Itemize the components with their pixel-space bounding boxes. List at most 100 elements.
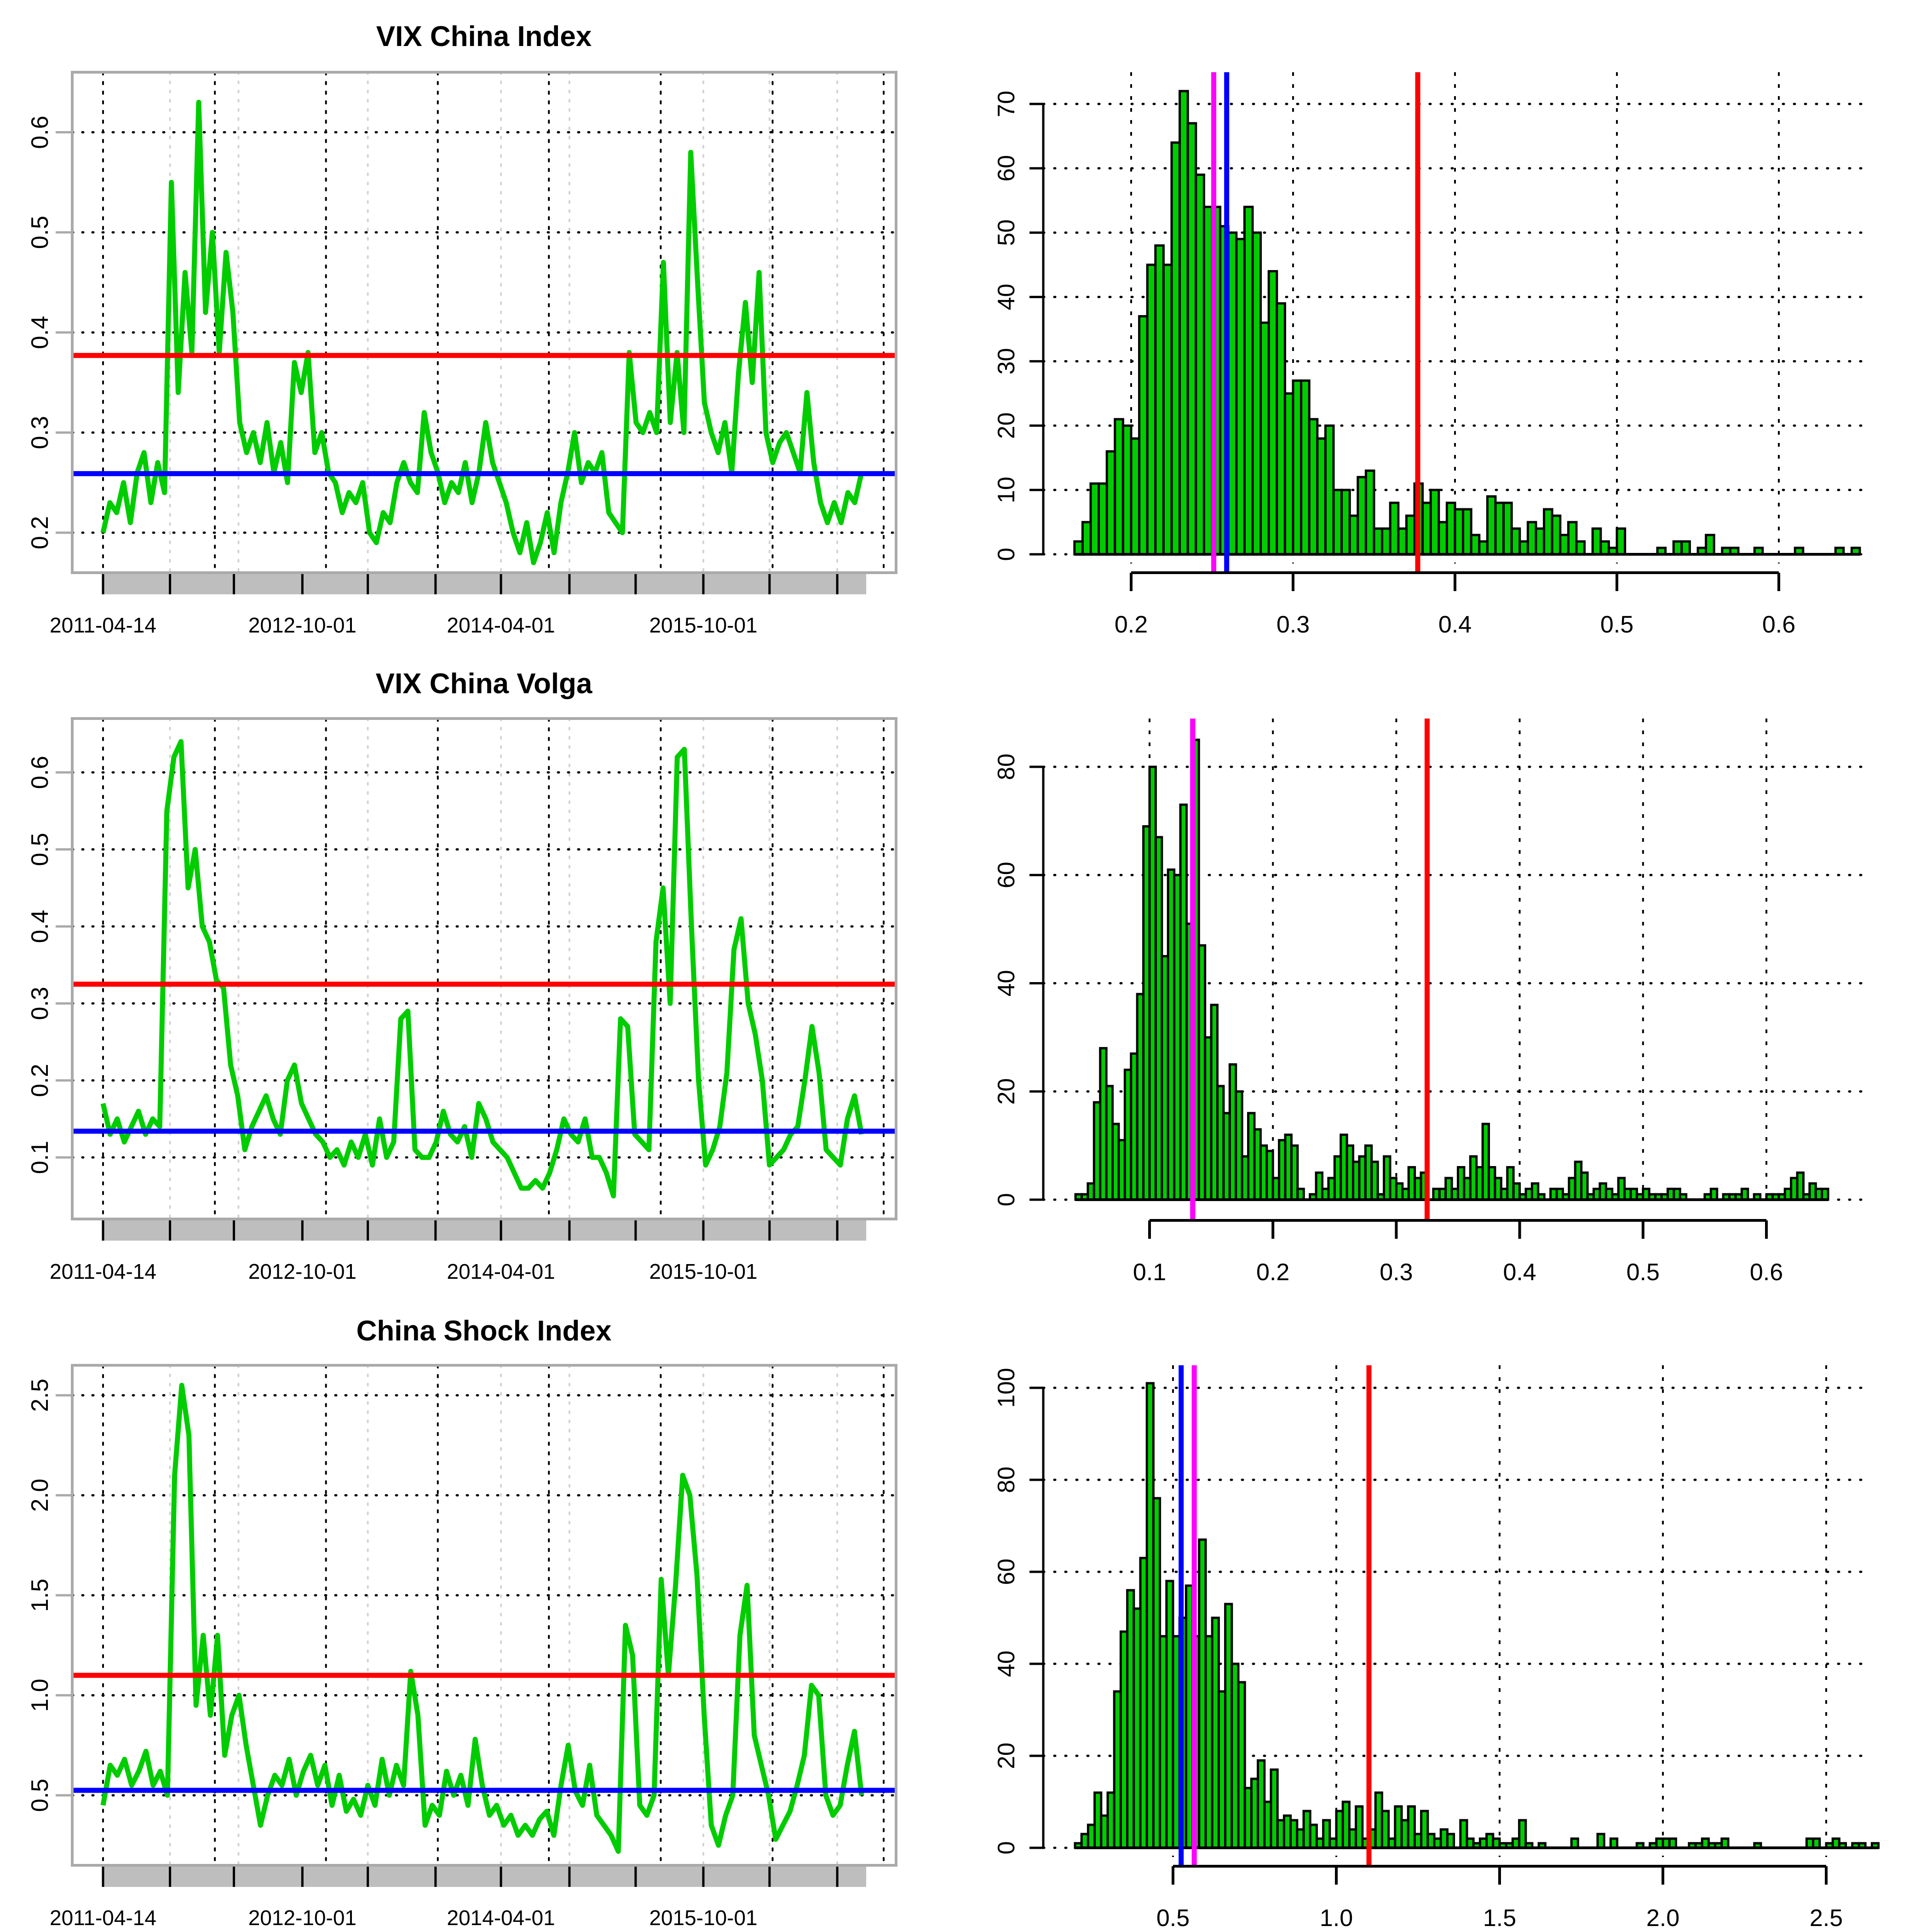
y-tick-label: 40 [993, 970, 1020, 997]
histogram-bar [1445, 501, 1456, 556]
histogram-bar [1446, 1833, 1455, 1849]
x-tick-label: 0.6 [1750, 1259, 1783, 1286]
y-tick-label: 20 [993, 1742, 1020, 1769]
histogram-bar [1292, 379, 1303, 556]
y-tick-label: 50 [993, 219, 1020, 246]
histogram-bar [1073, 540, 1084, 556]
histogram-bar [1114, 418, 1124, 556]
plot-frame [71, 71, 897, 574]
x-tick-label: 2012-10-01 [248, 613, 356, 637]
y-tick-label: 70 [993, 91, 1020, 117]
plot-frame [71, 1364, 897, 1867]
x-tick-label: 2015-10-01 [649, 613, 757, 637]
y-tick-label: 60 [993, 155, 1020, 182]
series-line [100, 1383, 864, 1854]
histogram-bar [1308, 418, 1319, 556]
y-tick-label: 20 [993, 412, 1020, 439]
histogram-bar [1179, 90, 1189, 556]
histogram-bar [1170, 141, 1181, 556]
x-tick-label: 0.5 [1627, 1259, 1660, 1286]
histogram-bar [1162, 264, 1173, 556]
date-bar [103, 1220, 867, 1241]
x-tick-label: 2.5 [1810, 1905, 1843, 1932]
histogram-bar [1705, 534, 1715, 556]
x-tick-label: 1.5 [1483, 1905, 1516, 1932]
x-tick-label: 2014-04-01 [447, 613, 555, 637]
histogram-bar [1098, 482, 1108, 556]
y-tick-label: 10 [993, 477, 1020, 503]
y-tick-label: 60 [993, 1558, 1020, 1585]
panel-vix-china-index-histogram: 0 10 20 30 40 50 60 70 0.2 0.3 0.4 0.5 0.6 [993, 72, 1870, 638]
y-tick-label: 100 [993, 1368, 1020, 1408]
x-tick-label: 0.4 [1503, 1259, 1536, 1286]
histogram-bar [1138, 315, 1149, 556]
histogram-bar [1599, 540, 1610, 556]
histogram-bar [1381, 527, 1392, 556]
y-tick-label: 0.6 [27, 115, 53, 149]
histogram-bar [1154, 244, 1165, 556]
histogram-bar [1429, 489, 1440, 556]
histogram-bar [1348, 514, 1359, 556]
y-tick-label: 0.3 [27, 987, 53, 1020]
y-tick-label: 0 [993, 1841, 1020, 1855]
histogram-bar [1227, 231, 1238, 556]
plot-frame [71, 717, 897, 1220]
x-tick-label: 2015-10-01 [649, 1259, 757, 1283]
x-tick-label: 0.4 [1438, 611, 1472, 638]
date-bar [103, 574, 867, 594]
x-tick-label: 2012-10-01 [248, 1906, 356, 1930]
x-tick-label: 2011-04-14 [50, 1259, 156, 1283]
histogram-bar [1283, 392, 1294, 556]
y-tick-label: 80 [993, 1466, 1020, 1493]
histogram-bar [1526, 521, 1537, 556]
histogram-bar [1405, 514, 1416, 556]
histogram-bar [1438, 521, 1448, 556]
y-tick-label: 30 [993, 348, 1020, 375]
histogram-bar [1478, 540, 1489, 556]
histogram-bar [1518, 540, 1529, 556]
histogram-bar [1680, 540, 1691, 556]
date-bar [103, 1867, 867, 1887]
x-tick-label: 2.0 [1646, 1905, 1679, 1932]
y-tick-label: 0.5 [27, 833, 53, 866]
histogram-bar [1105, 450, 1116, 556]
panel-vix-china-index: VIX China Index 0.2 0.3 0.4 0.5 0.6 2011-04-1… [27, 21, 897, 637]
histogram-bar [1202, 206, 1213, 556]
histogram-bar [1389, 501, 1400, 556]
histogram-bar [1709, 1187, 1719, 1201]
histogram-bar [1357, 476, 1367, 556]
series-line [100, 739, 864, 1199]
y-tick-label: 0 [993, 548, 1020, 561]
histogram-bar [1146, 264, 1157, 556]
y-tick-label: 0.2 [27, 516, 53, 549]
x-tick-label: 0.5 [1600, 611, 1633, 638]
y-tick-label: 0.6 [27, 756, 53, 789]
x-tick-label: 0.3 [1380, 1259, 1413, 1286]
y-tick-label: 0.5 [27, 1779, 53, 1812]
histogram-bar [1235, 238, 1246, 556]
y-tick-label: 0.4 [27, 316, 53, 349]
y-tick-label: 40 [993, 1650, 1020, 1677]
chart-title: China Shock Index [356, 1315, 612, 1347]
histogram-bar [1332, 489, 1343, 556]
histogram-bar [1081, 521, 1092, 556]
histogram-bar [1470, 534, 1481, 556]
y-tick-label: 2.0 [27, 1478, 53, 1512]
panel-vix-china-volga: VIX China Volga 0.1 0.2 0.3 0.4 0.5 0.6 2011-0… [27, 668, 897, 1283]
histogram-bar [1259, 322, 1270, 556]
histogram-bar [1567, 521, 1578, 556]
histogram-bar [1454, 508, 1465, 556]
y-tick-label: 0.1 [27, 1141, 53, 1174]
histogram-bar [1616, 527, 1627, 556]
histogram-bar [1821, 1187, 1829, 1201]
panel-china-shock-index-histogram: 0 20 40 60 80 100 0.5 1.0 1.5 2.0 2.5 [993, 1365, 1880, 1932]
histogram-bar [1364, 469, 1375, 556]
y-tick-label: 40 [993, 284, 1020, 310]
histogram-bar [1251, 231, 1262, 556]
histogram-bar [1672, 540, 1683, 556]
y-tick-label: 0.5 [27, 216, 53, 249]
y-tick-label: 0 [993, 1193, 1020, 1207]
y-tick-label: 80 [993, 753, 1020, 780]
histogram-bar [1243, 206, 1254, 556]
